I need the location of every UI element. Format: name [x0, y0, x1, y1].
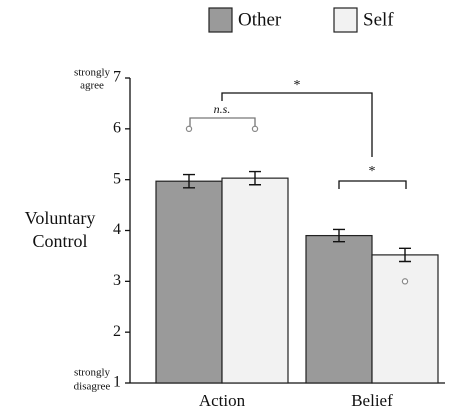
y-end-label: agree	[80, 80, 104, 92]
x-tick-label: Belief	[351, 391, 393, 410]
belief-bracket	[338, 180, 407, 189]
y-tick-label: 1	[113, 374, 121, 391]
y-end-label: disagree	[74, 381, 111, 393]
outlier	[185, 125, 193, 133]
y-tick-label: 7	[113, 69, 121, 86]
error-bar	[249, 170, 261, 186]
error-bar	[333, 228, 345, 243]
brackets	[189, 92, 407, 189]
y-tick-label: 6	[113, 120, 121, 137]
y-axis-label: Voluntary	[25, 208, 96, 228]
legend-swatch	[333, 7, 358, 33]
annotation: *	[369, 164, 376, 179]
legend-label: Self	[363, 9, 394, 30]
annotation: n.s.	[214, 102, 231, 116]
ns-bracket	[189, 117, 256, 126]
bar	[305, 234, 373, 384]
y-tick-label: 4	[113, 221, 121, 238]
legend-label: Other	[238, 9, 282, 30]
y-end-label: strongly	[74, 367, 111, 379]
error-bar	[183, 173, 195, 189]
annotation: *	[294, 78, 301, 93]
outlier	[401, 278, 409, 285]
cross-bracket	[221, 92, 373, 157]
bar	[371, 254, 439, 384]
y-tick-label: 5	[113, 170, 121, 187]
y-tick-label: 2	[113, 323, 121, 340]
y-tick-label: 3	[113, 272, 121, 289]
y-end-label: strongly	[74, 67, 111, 79]
error-bar	[399, 247, 411, 263]
bar	[221, 177, 289, 384]
outlier	[251, 125, 259, 133]
y-axis-label: Control	[32, 231, 87, 251]
legend-swatch	[208, 7, 233, 33]
x-tick-label: Action	[199, 391, 246, 410]
bar	[155, 180, 223, 384]
